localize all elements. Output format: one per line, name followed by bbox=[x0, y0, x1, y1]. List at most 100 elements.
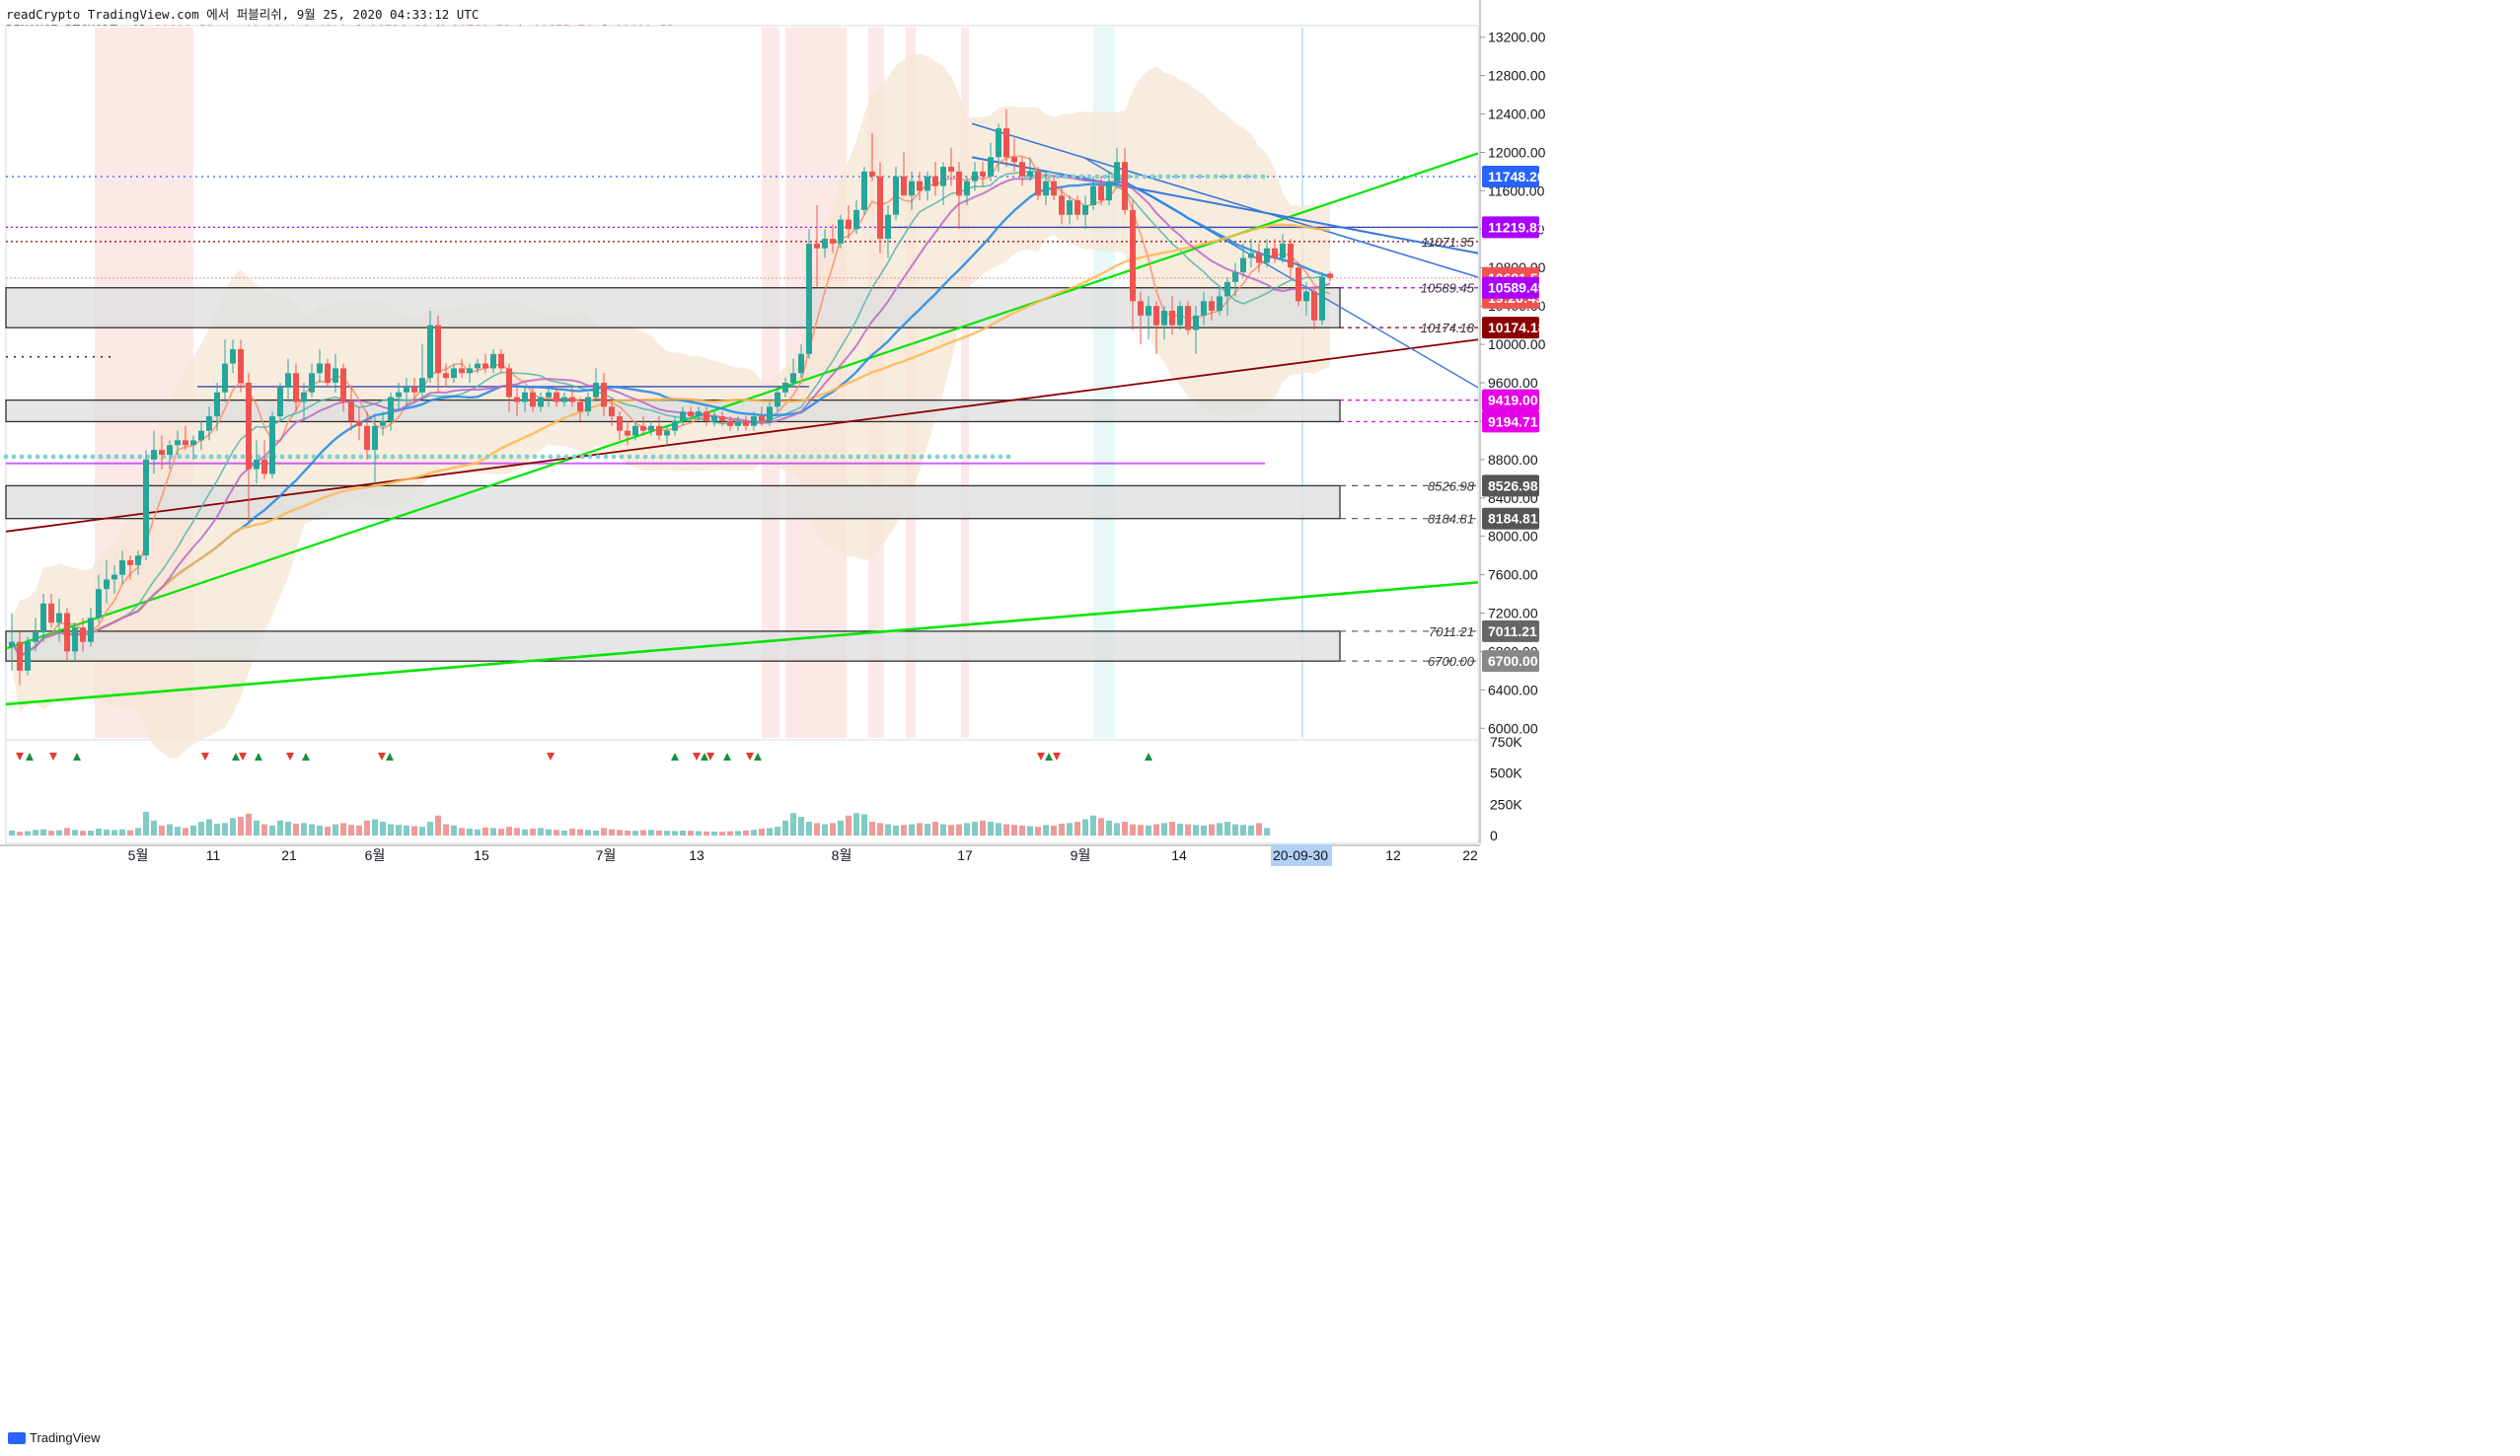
candle-body bbox=[632, 425, 638, 436]
price-tick-label: 6000.00 bbox=[1488, 720, 1538, 736]
volume-bar bbox=[1217, 823, 1223, 836]
volume-bar bbox=[190, 825, 196, 836]
candle-body bbox=[1296, 267, 1301, 302]
price-tick-label: 6400.00 bbox=[1488, 682, 1538, 697]
volume-bar bbox=[214, 823, 220, 836]
teal-dot bbox=[634, 454, 640, 460]
volume-bar bbox=[340, 823, 346, 836]
candle-body bbox=[340, 368, 346, 402]
volume-bar bbox=[151, 820, 157, 836]
candle-body bbox=[822, 239, 828, 249]
volume-bar bbox=[672, 831, 678, 836]
volume-bar bbox=[372, 819, 378, 836]
candle-body bbox=[419, 378, 425, 393]
teal-dot bbox=[295, 454, 301, 460]
teal-dot bbox=[382, 454, 388, 460]
publish-info: readCrypto TradingView.com 에서 퍼블리쉬, 9월 2… bbox=[6, 7, 480, 22]
candle-body bbox=[1280, 243, 1286, 258]
volume-bar bbox=[1248, 825, 1254, 836]
tradingview-logo: TradingView bbox=[8, 1430, 101, 1445]
teal-dot bbox=[50, 454, 56, 460]
candle-body bbox=[609, 406, 615, 417]
teal-dot bbox=[619, 454, 625, 460]
support-trendline bbox=[5, 338, 1479, 533]
candle-body bbox=[972, 171, 978, 182]
teal-dot bbox=[974, 454, 980, 460]
teal-dot bbox=[177, 454, 183, 460]
teal-dot bbox=[137, 454, 143, 460]
teal-dot bbox=[650, 454, 656, 460]
teal-dot bbox=[445, 454, 451, 460]
teal-dot bbox=[548, 454, 554, 460]
candle-body bbox=[1217, 296, 1223, 312]
signal-marker bbox=[1045, 753, 1053, 761]
volume-bar bbox=[1209, 824, 1215, 836]
volume-bar bbox=[475, 829, 481, 836]
time-tick-label: 15 bbox=[474, 847, 489, 863]
volume-bar bbox=[632, 831, 638, 836]
price-tick-label: 9600.00 bbox=[1488, 375, 1538, 391]
teal-dot bbox=[784, 454, 790, 460]
candle-body bbox=[767, 406, 773, 421]
candle-body bbox=[1240, 257, 1246, 273]
time-tick-label: 14 bbox=[1171, 847, 1187, 863]
signal-marker bbox=[239, 753, 247, 761]
teal-dot bbox=[1157, 174, 1163, 180]
teal-dot bbox=[824, 454, 830, 460]
volume-bar bbox=[538, 828, 544, 836]
volume-bar bbox=[1090, 815, 1096, 836]
candle-body bbox=[1177, 306, 1183, 326]
signal-marker bbox=[547, 753, 555, 761]
candle-body bbox=[427, 325, 433, 379]
candle-body bbox=[648, 425, 654, 431]
volume-bar bbox=[1003, 824, 1009, 836]
volume-bar bbox=[735, 831, 741, 836]
candle-body bbox=[254, 459, 259, 470]
teal-dot bbox=[1213, 174, 1219, 180]
teal-dot bbox=[1173, 174, 1179, 180]
price-tick-label: 7200.00 bbox=[1488, 606, 1538, 621]
signal-marker bbox=[49, 753, 57, 761]
candle-body bbox=[222, 363, 228, 393]
candle-body bbox=[404, 387, 409, 393]
teal-dot bbox=[327, 454, 333, 460]
volume-bar bbox=[1138, 825, 1144, 836]
volume-bar bbox=[522, 829, 528, 836]
candle-body bbox=[861, 171, 867, 210]
candle-body bbox=[17, 641, 23, 671]
teal-dot bbox=[358, 454, 364, 460]
volume-bar bbox=[790, 813, 796, 836]
time-tick-label: 22 bbox=[1462, 847, 1478, 863]
teal-dot bbox=[1252, 174, 1258, 180]
candle-body bbox=[56, 613, 62, 623]
volume-bar bbox=[135, 828, 141, 836]
teal-dot bbox=[129, 454, 135, 460]
volume-bar bbox=[704, 831, 709, 836]
candle-body bbox=[80, 627, 86, 642]
volume-bar bbox=[80, 831, 86, 836]
level-annotation: 8526.98 bbox=[1428, 478, 1475, 493]
candle-body bbox=[1027, 171, 1033, 177]
teal-dot bbox=[903, 454, 909, 460]
volume-bar bbox=[617, 830, 623, 836]
volume-bar bbox=[680, 830, 686, 836]
teal-dot bbox=[145, 454, 151, 460]
candle-body bbox=[1193, 315, 1199, 330]
price-tag bbox=[1482, 619, 1539, 642]
volume-bar bbox=[925, 823, 930, 836]
volume-bar bbox=[411, 826, 417, 836]
volume-bar bbox=[1146, 825, 1151, 836]
teal-dot bbox=[374, 454, 380, 460]
volume-bar bbox=[1019, 825, 1025, 836]
signal-marker bbox=[378, 753, 386, 761]
teal-dot bbox=[611, 454, 617, 460]
candle-body bbox=[198, 430, 204, 441]
candle-body bbox=[348, 401, 354, 421]
price-tick-label: 13200.00 bbox=[1488, 30, 1546, 45]
candle-body bbox=[514, 397, 520, 402]
candle-body bbox=[1319, 276, 1325, 321]
teal-dot bbox=[256, 454, 261, 460]
volume-bar bbox=[964, 823, 970, 836]
price-tick-label: 8000.00 bbox=[1488, 529, 1538, 545]
